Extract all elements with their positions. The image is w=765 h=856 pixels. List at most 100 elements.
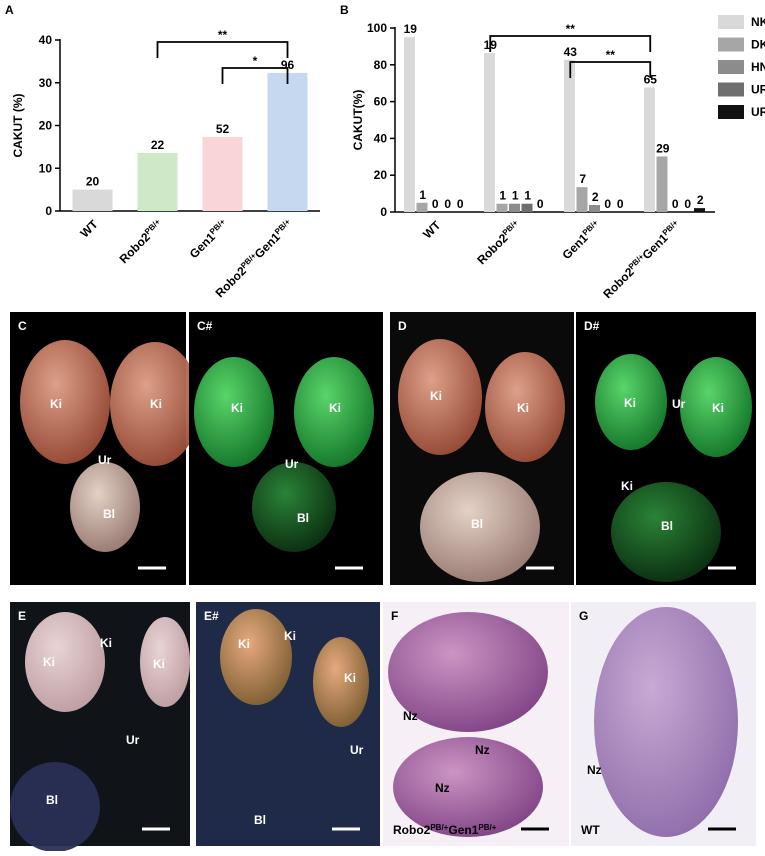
significance-bracket <box>569 61 652 78</box>
panel-letter: C# <box>197 319 213 333</box>
photo-label: Bl <box>103 507 115 521</box>
photo-label: Ki <box>329 401 341 415</box>
legend-label: HN <box>751 60 765 74</box>
text-part: WT <box>581 823 600 837</box>
photo-label: Bl <box>661 519 673 533</box>
organ <box>485 352 565 462</box>
legend-swatch <box>718 37 744 52</box>
count-label: 19 <box>404 22 418 36</box>
photo-label: Ki <box>238 637 250 651</box>
panel-letter: G <box>579 609 588 623</box>
y-tick-label: 60 <box>374 95 388 109</box>
bar <box>589 205 600 212</box>
bar <box>137 152 178 211</box>
count-label: 1 <box>512 189 519 203</box>
photo-label: Ki <box>150 397 162 411</box>
significance-label: ** <box>566 22 576 36</box>
organ <box>398 339 482 455</box>
legend-label: NK <box>751 15 765 29</box>
organ <box>110 342 200 466</box>
organ <box>594 607 738 837</box>
photo-label: Ki <box>100 636 112 650</box>
text-part: WT <box>78 217 102 241</box>
count-label: 1 <box>419 188 426 202</box>
photo-label: Ur <box>350 743 364 757</box>
x-tick-label: Robo2PB/+Gen1PB/+ <box>600 218 684 302</box>
photo-caption: Robo2PB/+Gen1PB/+ <box>393 823 497 838</box>
count-label: 2 <box>592 190 599 204</box>
bar <box>694 208 705 212</box>
photo-label: Ki <box>517 401 529 415</box>
organ <box>611 482 721 582</box>
count-label: 0 <box>604 197 611 211</box>
text-part: PB/+ <box>273 217 292 236</box>
y-tick-label: 0 <box>380 205 387 219</box>
y-tick-label: 40 <box>39 33 53 47</box>
count-label: 7 <box>579 172 586 186</box>
legend-swatch <box>718 82 744 97</box>
text-part: PB/+ <box>208 217 227 236</box>
bar <box>656 156 668 212</box>
count-label: 1 <box>524 189 531 203</box>
text-part: Robo2 <box>393 823 431 837</box>
organ <box>680 357 752 457</box>
photo-label: Ki <box>344 671 356 685</box>
count-label: 1 <box>499 189 506 203</box>
photo-label: Bl <box>297 511 309 525</box>
bar <box>576 187 588 212</box>
bar <box>644 87 655 212</box>
count-label: 65 <box>644 72 658 86</box>
organ <box>294 357 374 467</box>
bar <box>521 203 533 212</box>
panel-letter: F <box>391 609 398 623</box>
significance-label: ** <box>606 48 616 62</box>
legend-swatch <box>718 15 744 29</box>
panel-letter: D <box>398 319 407 333</box>
panel-letter: A <box>5 3 14 17</box>
significance-label: * <box>253 54 258 68</box>
y-tick-label: 80 <box>374 58 388 72</box>
photo-caption: WT <box>581 823 600 837</box>
count-label: 22 <box>151 138 165 152</box>
bar <box>484 53 495 212</box>
photo-label: Ki <box>284 629 296 643</box>
photo-label: Ki <box>430 389 442 403</box>
significance-bracket <box>221 67 289 84</box>
count-label: 29 <box>656 141 670 155</box>
photo-label: Ki <box>231 401 243 415</box>
bar <box>202 137 243 211</box>
photo-label: Ur <box>98 453 112 467</box>
photo-label: Ki <box>621 479 633 493</box>
organ <box>194 357 274 467</box>
organ <box>70 462 140 552</box>
x-tick-label: Gen1PB/+ <box>559 218 603 262</box>
organ <box>313 637 369 727</box>
count-label: 0 <box>432 197 439 211</box>
photo-label: Nz <box>435 781 450 795</box>
organ <box>252 462 336 552</box>
x-tick-label: WT <box>78 217 102 241</box>
photo-label: Bl <box>254 813 266 827</box>
photo-label: Ur <box>672 397 686 411</box>
y-tick-label: 30 <box>39 76 53 90</box>
photo-label: Ur <box>285 457 299 471</box>
count-label: 0 <box>672 197 679 211</box>
photo-label: Ki <box>50 397 62 411</box>
legend-swatch <box>718 60 744 74</box>
panel-letter: E <box>18 609 26 623</box>
count-label: 0 <box>444 197 451 211</box>
photo-label: Nz <box>475 743 490 757</box>
text-part: PB/+ <box>430 823 448 832</box>
x-tick-label: WT <box>420 218 444 242</box>
x-tick-label: Robo2PB/+ <box>116 217 166 267</box>
organ <box>595 354 667 450</box>
organ <box>393 737 543 837</box>
photo-label: Ki <box>153 657 165 671</box>
count-label: 0 <box>457 197 464 211</box>
y-tick-label: 40 <box>374 131 388 145</box>
photo-label: Nz <box>587 763 602 777</box>
legend-label: URA & DK <box>751 105 765 119</box>
significance-label: ** <box>218 28 228 42</box>
bar <box>564 59 575 212</box>
y-tick-label: 10 <box>39 161 53 175</box>
